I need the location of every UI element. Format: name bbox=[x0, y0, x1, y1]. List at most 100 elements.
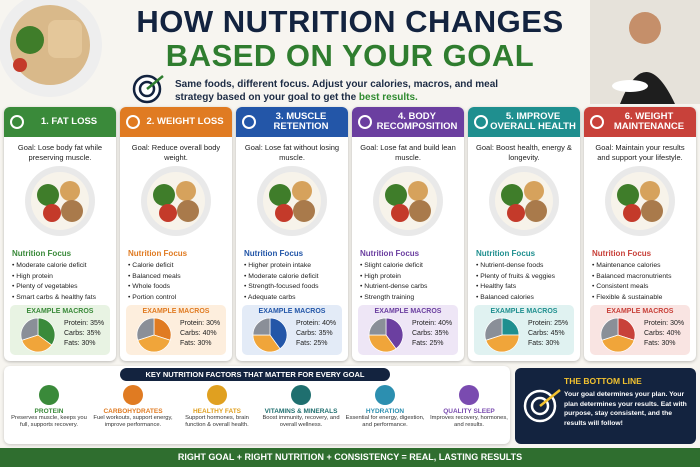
factor-name: HEALTHY FATS bbox=[192, 408, 242, 415]
macro-label: Protein: bbox=[180, 320, 205, 327]
macro-label: Fats: bbox=[528, 340, 544, 347]
card-title: 2. WEIGHT LOSS bbox=[120, 107, 232, 137]
factors-title: KEY NUTRITION FACTORS THAT MATTER FOR EV… bbox=[120, 368, 390, 381]
macro-pie bbox=[20, 317, 56, 353]
factor-text: Improves recovery, hormones, and results… bbox=[430, 415, 508, 428]
focus-item: • Higher protein intake bbox=[244, 262, 311, 269]
pie-slice bbox=[617, 317, 636, 341]
macro-label: Fats: bbox=[64, 340, 80, 347]
plate bbox=[373, 166, 443, 236]
factor-name: QUALITY SLEEP bbox=[443, 408, 495, 415]
goal-card: 4. BODY RECOMPOSITION Goal: Lose fat and … bbox=[352, 107, 464, 361]
focus-item: • Portion control bbox=[128, 293, 177, 301]
pie-slice bbox=[600, 317, 619, 341]
macros-title: EXAMPLE MACROS bbox=[26, 308, 94, 315]
bottom-line-box bbox=[515, 368, 696, 444]
pie-slice bbox=[20, 317, 39, 341]
pie-slice bbox=[37, 317, 56, 346]
pie-slice bbox=[137, 334, 171, 353]
goal-card: 2. WEIGHT LOSS Goal: Reduce overall body … bbox=[120, 107, 232, 361]
plate-food bbox=[641, 200, 663, 222]
macros-title: EXAMPLE MACROS bbox=[142, 308, 210, 315]
title-line2: BASED ON YOUR GOAL bbox=[165, 38, 535, 73]
factor-icon bbox=[291, 385, 311, 405]
macro-row: Protein: 30% bbox=[644, 320, 684, 327]
macro-label: Carbs: bbox=[528, 330, 549, 337]
macro-row: Fats: 30% bbox=[644, 340, 676, 347]
focus-item: • Moderate calorie deficit bbox=[12, 262, 87, 269]
card-icon bbox=[126, 115, 140, 129]
card-icon bbox=[358, 115, 372, 129]
plate-food bbox=[640, 181, 660, 201]
bottom-line-title: THE BOTTOM LINE bbox=[564, 376, 642, 386]
plate-food bbox=[269, 184, 291, 206]
macro-row: Carbs: 35% bbox=[296, 330, 333, 337]
icon-shape bbox=[358, 115, 372, 129]
macro-row: Fats: 25% bbox=[412, 340, 444, 347]
plate bbox=[25, 166, 95, 236]
pie-slice bbox=[153, 317, 172, 341]
focus-title: Nutrition Focus bbox=[128, 249, 188, 258]
macros-title: EXAMPLE MACROS bbox=[490, 308, 558, 315]
pie-slice bbox=[368, 317, 387, 336]
focus-item: • High protein bbox=[360, 272, 401, 280]
macro-pie bbox=[252, 317, 288, 353]
macro-pie bbox=[136, 317, 172, 353]
card-goal: Goal: Reduce overall body weight. bbox=[131, 143, 221, 162]
factor-icon-circle bbox=[123, 385, 143, 405]
plate-food bbox=[409, 200, 431, 222]
plate-food bbox=[525, 200, 547, 222]
subtitle-text: Same foods, different focus. Adjust your… bbox=[175, 79, 499, 103]
macros-title: EXAMPLE MACROS bbox=[374, 308, 442, 315]
pie-slice bbox=[485, 334, 520, 353]
icon-shape bbox=[242, 115, 256, 129]
pie-slice bbox=[501, 317, 520, 336]
macro-row: Carbs: 45% bbox=[528, 330, 565, 337]
focus-item: • Plenty of vegetables bbox=[12, 283, 78, 290]
macro-value: 25% bbox=[429, 340, 444, 347]
macro-row: Protein: 25% bbox=[528, 320, 568, 327]
macro-value: 40% bbox=[666, 330, 681, 337]
card-title: 5. IMPROVE OVERALL HEALTH bbox=[468, 107, 580, 137]
factor-name: VITAMINS & MINERALS bbox=[264, 408, 338, 415]
focus-title: Nutrition Focus bbox=[244, 249, 304, 258]
macro-value: 25% bbox=[554, 320, 569, 327]
pie-slice bbox=[484, 317, 503, 341]
focus-item: • Adequate carbs bbox=[244, 293, 296, 301]
macro-value: 45% bbox=[550, 330, 565, 337]
macro-row: Protein: 40% bbox=[412, 320, 452, 327]
macro-label: Fats: bbox=[412, 340, 428, 347]
macro-row: Carbs: 35% bbox=[412, 330, 449, 337]
goal-card: 3. MUSCLE RETENTION Goal: Lose fat withou… bbox=[236, 107, 348, 361]
focus-item: • Healthy fats bbox=[476, 283, 517, 290]
focus-item: • Whole foods bbox=[128, 283, 171, 290]
macro-value: 30% bbox=[661, 340, 676, 347]
macro-value: 30% bbox=[206, 320, 221, 327]
plate bbox=[605, 166, 675, 236]
plate bbox=[489, 166, 559, 236]
plate-food bbox=[623, 204, 641, 222]
focus-item: • Moderate calorie deficit bbox=[244, 272, 319, 280]
title-line1: HOW NUTRITION CHANGES bbox=[136, 4, 564, 39]
plate-food bbox=[177, 200, 199, 222]
plate-food bbox=[60, 181, 80, 201]
plate bbox=[257, 166, 327, 236]
pie-slice bbox=[385, 317, 404, 350]
bottom-line-icon bbox=[523, 389, 561, 423]
factor: PROTEIN Preserves muscle, keeps you full,… bbox=[8, 384, 90, 429]
focus-title: Nutrition Focus bbox=[476, 249, 536, 258]
macro-label: Carbs: bbox=[412, 330, 433, 337]
macro-value: 40% bbox=[438, 320, 453, 327]
focus-item: • High protein bbox=[12, 272, 53, 280]
goal-card: 5. IMPROVE OVERALL HEALTH Goal: Boost hea… bbox=[468, 107, 580, 361]
plate-food bbox=[275, 204, 293, 222]
macro-label: Carbs: bbox=[644, 330, 665, 337]
macro-row: Fats: 30% bbox=[180, 340, 212, 347]
focus-title: Nutrition Focus bbox=[12, 249, 72, 258]
goal-card: 1. FAT LOSS Goal: Lose body fat while pre… bbox=[4, 107, 116, 361]
target-icon bbox=[132, 74, 164, 104]
icon-shape bbox=[590, 115, 604, 129]
icon-shape bbox=[10, 115, 24, 129]
card-goal: Goal: Maintain your results and support … bbox=[595, 143, 685, 162]
